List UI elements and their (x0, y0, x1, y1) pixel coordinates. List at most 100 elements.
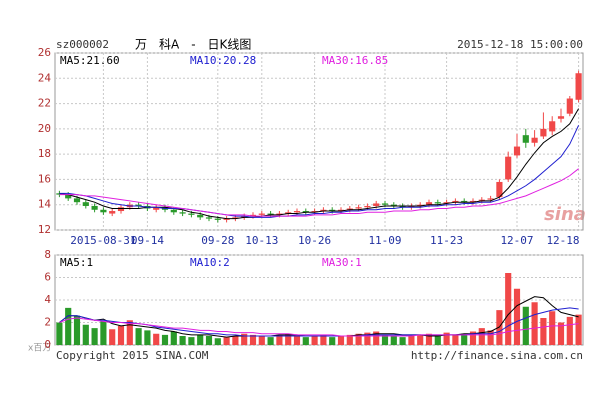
y-tick-label: 4 (44, 293, 51, 306)
volume-bar (82, 324, 89, 345)
volume-bar (320, 334, 327, 345)
volume-bar (126, 320, 133, 345)
candle-body (531, 137, 538, 143)
legend-entry: MA5:1 (60, 256, 93, 269)
ma-line (59, 125, 580, 218)
volume-bar (478, 328, 485, 345)
x-tick-label: 12-07 (500, 234, 533, 247)
volume-bar (496, 310, 503, 345)
volume-bar (461, 333, 468, 345)
volume-bar (381, 334, 389, 345)
source-url: http://finance.sina.com.cn (411, 349, 583, 362)
candle-body (91, 205, 98, 210)
candle-body (249, 214, 257, 217)
volume-bar (65, 307, 72, 345)
candle-body (346, 208, 353, 210)
candle-body (117, 207, 125, 212)
candle-body (566, 98, 573, 114)
candle-body (355, 207, 362, 209)
candle-body (276, 213, 283, 215)
volume-bar (241, 333, 248, 345)
volume-bar (153, 333, 160, 345)
candle-body (399, 205, 406, 208)
candle-body (381, 203, 389, 205)
volume-bar (293, 336, 301, 345)
candle-body (153, 207, 160, 210)
candle-body (109, 211, 116, 214)
candle-body (408, 205, 415, 208)
volume-bar (232, 336, 239, 345)
candle-body (478, 199, 485, 201)
candle-body (417, 204, 424, 206)
watermark: sina (544, 204, 586, 225)
volume-bar (575, 314, 582, 345)
x-tick-label: 11-23 (430, 234, 463, 247)
candle-body (267, 213, 274, 215)
volume-bar (302, 337, 309, 345)
candle-body (170, 209, 177, 213)
candle-body (487, 198, 494, 200)
x-tick-label: 10-13 (245, 234, 278, 247)
ma-line (59, 168, 579, 217)
candle-body (311, 211, 318, 213)
candle-body (285, 212, 292, 214)
candle-body (205, 217, 213, 219)
y-tick-label: 12 (38, 223, 51, 236)
candle-body (65, 194, 72, 199)
candle-body (373, 203, 380, 206)
candle-body (452, 200, 459, 203)
x-tick-label: 10-26 (298, 234, 331, 247)
volume-bar (188, 337, 195, 345)
volume-bar (531, 302, 538, 345)
volume-bar (329, 337, 336, 345)
volume-bar (214, 338, 221, 345)
volume-bar (399, 337, 406, 345)
candle-body (425, 202, 433, 205)
volume-bar (373, 331, 380, 345)
volume-bar (285, 333, 292, 345)
candle-body (522, 135, 529, 143)
candle-body (241, 216, 248, 218)
volume-bar (425, 333, 433, 345)
x-tick-label: 11-09 (368, 234, 401, 247)
legend-entry: MA30:16.85 (322, 54, 388, 67)
volume-bar (505, 273, 512, 345)
volume-bar (109, 329, 116, 345)
candle-body (443, 202, 450, 204)
volume-bar (408, 336, 415, 345)
x-tick-label: 09-14 (131, 234, 164, 247)
candle-body (469, 200, 477, 203)
volume-bar (469, 331, 477, 345)
legend-entry: MA30:1 (322, 256, 362, 269)
volume-bar (170, 331, 177, 345)
volume-bar (144, 330, 151, 345)
volume-bar (179, 336, 186, 345)
candle-body (329, 209, 336, 212)
volume-bar (434, 336, 441, 345)
volume-bar (73, 315, 81, 345)
x-tick-label: 12-18 (546, 234, 579, 247)
y-tick-label: 20 (38, 122, 51, 135)
y-tick-label: 8 (44, 248, 51, 261)
volume-bar (267, 337, 274, 345)
volume-unit: x百万 (28, 343, 51, 354)
y-tick-label: 16 (38, 172, 51, 185)
volume-bar (197, 334, 204, 345)
volume-bar (276, 334, 283, 345)
candle-body (540, 128, 547, 137)
volume-bar (258, 336, 265, 345)
candle-body (364, 205, 371, 208)
candle-body (320, 209, 327, 212)
candle-body (73, 198, 81, 203)
candle-body (505, 156, 512, 180)
y-tick-label: 22 (38, 97, 51, 110)
volume-bar (487, 330, 494, 345)
candle-body (513, 146, 521, 156)
candle-body (188, 213, 195, 215)
volume-bar (337, 336, 345, 345)
volume-bar (566, 316, 573, 345)
ma-line (59, 317, 579, 337)
candle-body (390, 204, 397, 206)
chart-title: 万 科A - 日K线图 (135, 38, 251, 52)
